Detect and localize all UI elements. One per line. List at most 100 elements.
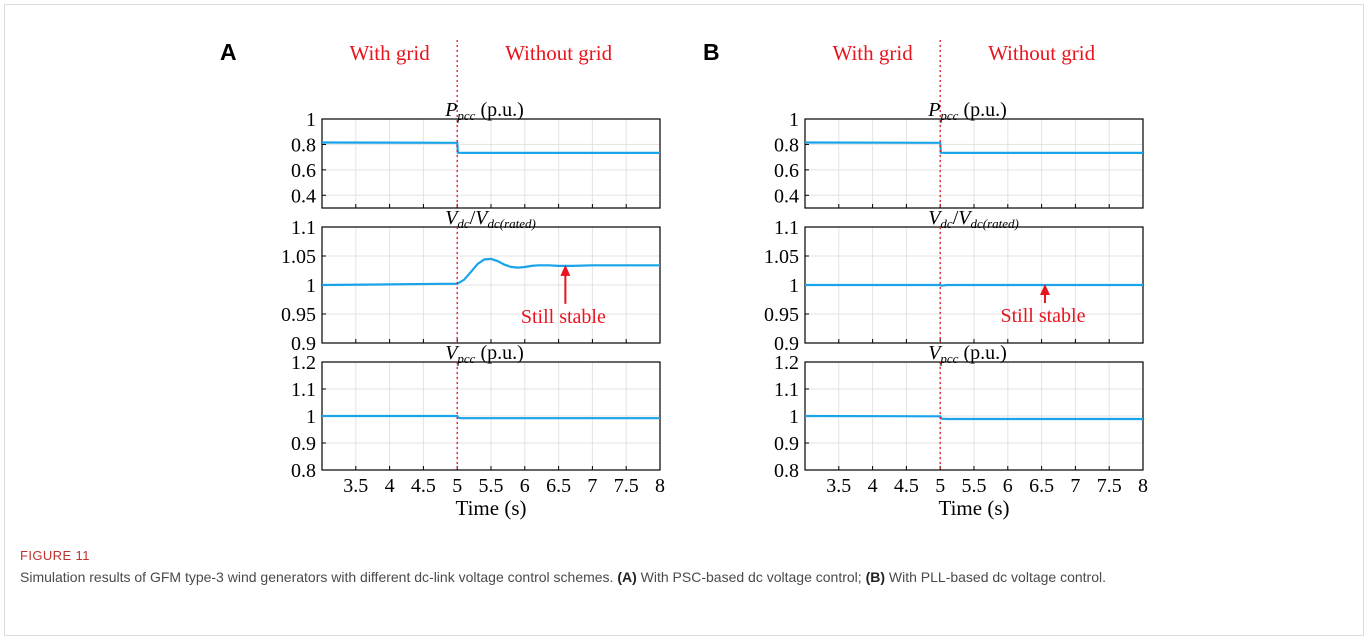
y-tick-label: 1 [306,406,316,428]
series-line [804,141,1143,154]
y-tick-label: 1.1 [291,379,316,401]
x-tick-label: 5 [452,475,462,497]
y-tick-label: 0.9 [291,333,316,355]
y-tick-label: 0.9 [774,333,799,355]
y-tick-label: 1 [306,109,316,131]
caption-b-tag: (B) [865,569,885,585]
panel-label: B [703,39,720,65]
y-tick-label: 0.6 [774,160,799,182]
caption-a-text: With PSC-based dc voltage control; [636,569,862,585]
x-tick-label: 5.5 [962,475,987,497]
x-tick-label: 6.5 [546,475,571,497]
subplot-1: 0.4 0.6 0.8 1 Ppcc (p.u.) [774,40,1144,209]
x-tick-label: 6.5 [1029,475,1054,497]
panel-a: A With grid Without grid 0.4 0.6 0.8 1 Ppcc (p.… [220,39,665,520]
y-tick-label: 0.6 [291,160,316,182]
series-line [322,414,660,420]
ylabel-unit: (p.u.) [958,99,1006,121]
y-tick-label: 0.8 [774,134,799,156]
ylabel-subscript: pcc [939,108,958,123]
region-label-without-grid: Without grid [988,41,1096,65]
figure-frame [4,4,1364,636]
annotation-arrow-head [1039,284,1050,295]
y-tick-label: 0.95 [281,304,316,326]
y-tick-label: 0.95 [764,304,799,326]
ylabel-subscript-2: dc(rated) [970,216,1018,231]
annotation-text: Still stable [521,306,606,328]
ylabel-symbol: V [445,207,460,229]
y-tick-label: 1.1 [291,217,316,239]
y-tick-label: 0.9 [291,433,316,455]
subplot-ylabel: Ppcc (p.u.) [927,99,1007,123]
x-tick-label: 5 [935,475,945,497]
panel-label: A [220,39,237,65]
caption-main: Simulation results of GFM type-3 wind ge… [20,569,614,585]
x-tick-label: 4.5 [894,475,919,497]
x-tick-label: 6 [1003,475,1013,497]
caption-text: Simulation results of GFM type-3 wind ge… [20,567,1340,588]
x-tick-label: 6 [520,475,530,497]
ylabel-symbol: P [927,99,940,121]
y-tick-label: 1.05 [764,246,799,268]
subplot-ylabel: Ppcc (p.u.) [444,99,524,123]
ylabel-unit: (p.u.) [475,342,523,364]
y-tick-label: 1 [789,109,799,131]
ylabel-symbol: V [928,342,943,364]
x-tick-label: 8 [1138,475,1148,497]
ylabel-subscript: dc [457,216,470,231]
ylabel-subscript: dc [940,216,953,231]
panel-b: B With grid Without grid 0.4 0.6 0.8 1 Ppcc (p.… [703,39,1148,520]
ylabel-unit: (p.u.) [475,99,523,121]
caption-b-text: With PLL-based dc voltage control. [885,569,1107,585]
subplot-1: 0.4 0.6 0.8 1 Ppcc (p.u.) [291,40,661,209]
y-tick-label: 1.05 [281,246,316,268]
subplot-ylabel: Vdc/Vdc(rated) [928,207,1019,231]
x-tick-label: 4 [385,475,395,497]
ylabel-slash: / [470,207,476,229]
series-line [321,257,660,287]
subplot-3: 0.8 0.9 1 1.1 1.2 Vpcc (p.u.) 3.5 4 4.5 5 5.5 6 6.5 7… [774,342,1148,520]
annotation-text: Still stable [1000,305,1085,327]
ylabel-unit: (p.u.) [958,342,1006,364]
ylabel-subscript: pcc [456,108,475,123]
figure-label: FIGURE 11 [20,548,90,563]
ylabel-symbol: V [445,342,460,364]
region-label-with-grid: With grid [832,41,913,65]
region-label-without-grid: Without grid [505,41,613,65]
y-tick-label: 1.2 [774,352,799,374]
ylabel-symbol: V [928,207,943,229]
ylabel-symbol-2: V [475,207,490,229]
ylabel-subscript-2: dc(rated) [487,216,535,231]
x-tick-label: 7.5 [1097,475,1122,497]
y-tick-label: 0.4 [291,185,316,207]
y-tick-label: 0.8 [291,134,316,156]
y-tick-label: 1.2 [291,352,316,374]
subplot-ylabel: Vpcc (p.u.) [928,342,1007,366]
x-tick-label: 4 [868,475,878,497]
x-tick-label: 3.5 [343,475,368,497]
y-tick-label: 1 [789,406,799,428]
caption-a-tag: (A) [617,569,637,585]
x-tick-label: 7 [587,475,597,497]
ylabel-symbol-2: V [958,207,973,229]
y-tick-label: 1.1 [774,379,799,401]
y-tick-label: 1 [306,275,316,297]
x-tick-label: 7 [1070,475,1080,497]
x-tick-label: 4.5 [411,475,436,497]
y-tick-label: 0.8 [291,460,316,482]
subplot-ylabel: Vdc/Vdc(rated) [445,207,536,231]
y-tick-label: 0.4 [774,185,799,207]
series-line [321,141,660,154]
y-tick-label: 1 [789,275,799,297]
ylabel-symbol: P [444,99,457,121]
series-line [804,414,1143,421]
figure-caption: FIGURE 11 Simulation results of GFM type… [20,548,1340,588]
series-line [805,283,1143,287]
y-tick-label: 0.8 [774,460,799,482]
x-tick-label: 7.5 [614,475,639,497]
x-axis-label: Time (s) [456,496,527,520]
x-axis-label: Time (s) [939,496,1010,520]
